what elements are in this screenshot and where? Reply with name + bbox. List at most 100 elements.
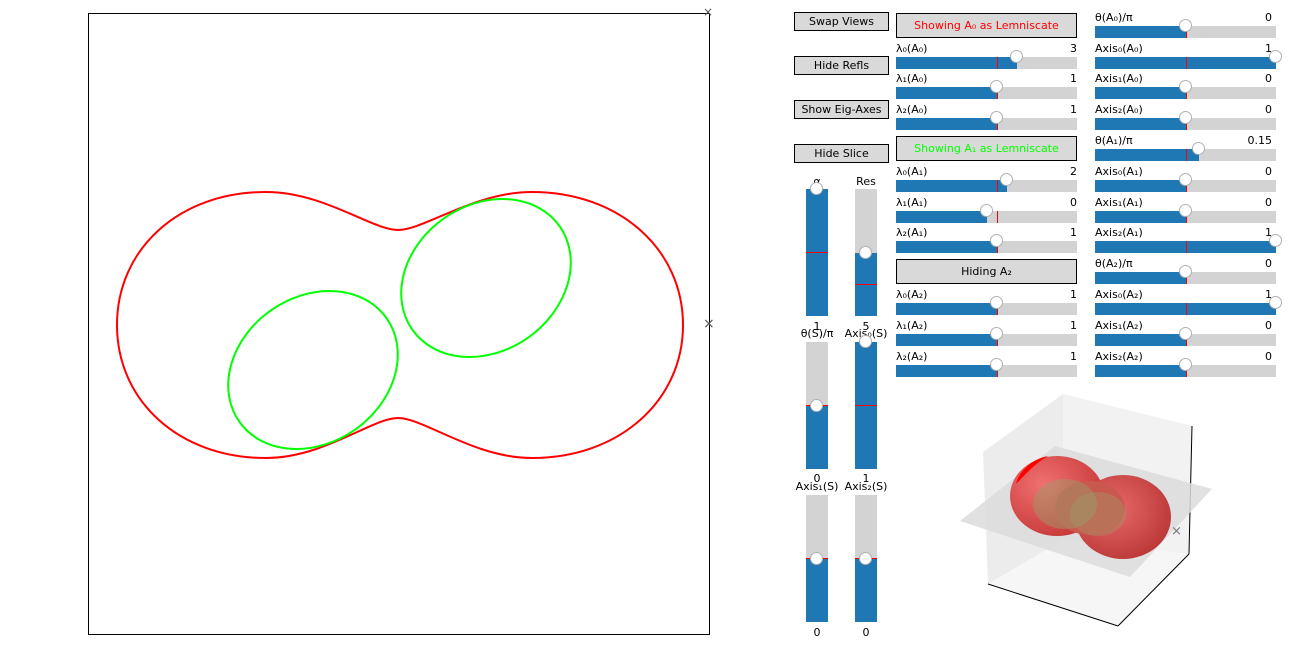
lambda0-a2-slider-handle[interactable] bbox=[989, 296, 1003, 309]
res-slider[interactable] bbox=[855, 189, 877, 316]
toggle-a2-lemniscate-button[interactable]: Hiding A₂ bbox=[896, 259, 1077, 284]
axis0-a2-slider[interactable] bbox=[1095, 303, 1276, 315]
axis2-s-slider[interactable] bbox=[855, 495, 877, 622]
theta-a1-slider[interactable] bbox=[1095, 149, 1276, 161]
axis1-a2-slider[interactable] bbox=[1095, 334, 1276, 346]
lambda0-a1-slider[interactable] bbox=[896, 180, 1077, 192]
hide-refls-button[interactable]: Hide Refls bbox=[794, 56, 889, 75]
lambda0-a0-slider[interactable] bbox=[896, 57, 1077, 69]
vertical-slider-handle[interactable] bbox=[810, 551, 823, 565]
3d-axis-marker: × bbox=[1171, 524, 1182, 539]
axis1-a2-slider-handle[interactable] bbox=[1178, 327, 1192, 340]
axis2-a0-slider-fill bbox=[1095, 118, 1186, 130]
axis1-a1-slider-handle[interactable] bbox=[1178, 204, 1192, 217]
lambda1-a2-slider-initial-marker bbox=[997, 334, 998, 346]
lambda2-a1-slider-handle[interactable] bbox=[989, 234, 1003, 247]
axis2-a2-slider-initial-marker bbox=[1186, 365, 1187, 377]
axis0-a1-slider-initial-marker bbox=[1186, 180, 1187, 192]
lemniscate-plot[interactable] bbox=[88, 13, 710, 635]
axis2-a1-slider[interactable] bbox=[1095, 241, 1276, 253]
lambda1-a1-slider-label: λ₁(A₁) bbox=[896, 196, 928, 209]
lambda0-a2-slider[interactable] bbox=[896, 303, 1077, 315]
alpha-slider-label: α bbox=[787, 175, 847, 188]
axis2-a0-slider-handle[interactable] bbox=[1178, 111, 1192, 124]
vertical-slider-handle[interactable] bbox=[859, 335, 872, 348]
lambda2-a1-slider[interactable] bbox=[896, 241, 1077, 253]
axis1-a1-slider[interactable] bbox=[1095, 211, 1276, 223]
lambda1-a1-slider[interactable] bbox=[896, 211, 1077, 223]
axis0-s-slider[interactable] bbox=[855, 335, 877, 469]
axis1-a1-slider-fill bbox=[1095, 211, 1186, 223]
vertical-slider-initial-marker bbox=[855, 405, 877, 406]
lambda1-a2-slider[interactable] bbox=[896, 334, 1077, 346]
axis0-s-slider-value: 1 bbox=[862, 472, 870, 485]
theta-a0-slider-handle[interactable] bbox=[1178, 19, 1192, 32]
vertical-slider-handle[interactable] bbox=[859, 245, 872, 259]
axis2-a1-slider-handle[interactable] bbox=[1269, 234, 1282, 247]
show-eig-axes-button[interactable]: Show Eig-Axes bbox=[794, 100, 889, 119]
axis2-a2-slider-handle[interactable] bbox=[1178, 358, 1192, 371]
res-slider-label: Res bbox=[856, 175, 876, 188]
hide-slice-button[interactable]: Hide Slice bbox=[794, 144, 889, 163]
toggle-a1-lemniscate-button[interactable]: Showing A₁ as Lemniscate bbox=[896, 136, 1077, 161]
3d-view[interactable]: × bbox=[940, 380, 1240, 642]
theta-a0-slider-fill bbox=[1095, 26, 1186, 38]
lambda1-a2-slider-label: λ₁(A₂) bbox=[896, 319, 928, 332]
lambda0-a0-slider-handle[interactable] bbox=[1009, 50, 1023, 63]
axis-marker-right: × bbox=[703, 316, 715, 332]
lemniscate-canvas bbox=[115, 190, 685, 460]
theta-a0-slider-value: 0 bbox=[1265, 11, 1272, 24]
theta-a1-slider-value: 0.15 bbox=[1247, 134, 1273, 147]
axis0-a0-slider-handle[interactable] bbox=[1269, 50, 1282, 63]
lambda2-a2-slider-handle[interactable] bbox=[989, 358, 1003, 371]
alpha-slider-value: 1 bbox=[813, 320, 821, 333]
axis2-a2-slider[interactable] bbox=[1095, 365, 1276, 377]
lambda1-a0-slider[interactable] bbox=[896, 87, 1077, 99]
lemniscate-a0-curve bbox=[115, 190, 685, 460]
lambda2-a0-slider-handle[interactable] bbox=[989, 111, 1003, 124]
theta-a2-slider[interactable] bbox=[1095, 272, 1276, 284]
theta-a2-slider-fill bbox=[1095, 272, 1186, 284]
axis1-a0-slider-handle[interactable] bbox=[1178, 80, 1192, 93]
vertical-slider-handle[interactable] bbox=[810, 182, 823, 195]
vertical-slider-handle[interactable] bbox=[810, 398, 823, 412]
theta-s-slider[interactable] bbox=[806, 342, 828, 469]
toggle-a0-lemniscate-button[interactable]: Showing A₀ as Lemniscate bbox=[896, 13, 1077, 38]
theta-a1-slider-handle[interactable] bbox=[1192, 142, 1206, 155]
swap-views-button[interactable]: Swap Views bbox=[794, 12, 889, 31]
axis0-a1-slider-handle[interactable] bbox=[1178, 173, 1192, 186]
lambda2-a2-slider-value: 1 bbox=[1070, 350, 1077, 363]
lambda1-a0-slider-handle[interactable] bbox=[989, 80, 1003, 93]
lambda0-a1-slider-fill bbox=[896, 180, 1007, 192]
theta-s-slider-value: 0 bbox=[813, 472, 821, 485]
res-slider-value: 5 bbox=[862, 320, 870, 333]
axis1-a0-slider[interactable] bbox=[1095, 87, 1276, 99]
axis1-s-slider-value: 0 bbox=[813, 626, 821, 639]
lambda1-a2-slider-handle[interactable] bbox=[989, 327, 1003, 340]
axis1-s-slider[interactable] bbox=[806, 495, 828, 622]
axis0-a0-slider[interactable] bbox=[1095, 57, 1276, 69]
axis0-a2-slider-handle[interactable] bbox=[1269, 296, 1282, 309]
theta-a2-slider-handle[interactable] bbox=[1178, 265, 1192, 278]
theta-a0-slider-label: θ(A₀)/π bbox=[1095, 11, 1133, 24]
vertical-slider-initial-marker bbox=[806, 252, 828, 253]
lambda2-a1-slider-initial-marker bbox=[997, 241, 998, 253]
axis2-a0-slider[interactable] bbox=[1095, 118, 1276, 130]
lambda1-a0-slider-fill bbox=[896, 87, 997, 99]
theta-a0-slider[interactable] bbox=[1095, 26, 1276, 38]
axis0-a1-slider-fill bbox=[1095, 180, 1186, 192]
axis0-a1-slider-value: 0 bbox=[1265, 165, 1272, 178]
3d-lemniscate-waist bbox=[1055, 481, 1125, 535]
axis0-a1-slider[interactable] bbox=[1095, 180, 1276, 192]
lambda2-a0-slider[interactable] bbox=[896, 118, 1077, 130]
lambda0-a1-slider-handle[interactable] bbox=[999, 173, 1013, 186]
axis0-a2-slider-label: Axis₀(A₂) bbox=[1095, 288, 1143, 301]
lambda1-a1-slider-handle[interactable] bbox=[979, 204, 993, 217]
axis1-a1-slider-value: 0 bbox=[1265, 196, 1272, 209]
lambda1-a2-slider-value: 1 bbox=[1070, 319, 1077, 332]
alpha-slider[interactable] bbox=[806, 182, 828, 316]
vertical-slider-handle[interactable] bbox=[859, 551, 872, 565]
axis0-a0-slider-initial-marker bbox=[1186, 57, 1187, 69]
lambda2-a2-slider[interactable] bbox=[896, 365, 1077, 377]
3d-axis-line bbox=[1117, 553, 1190, 627]
